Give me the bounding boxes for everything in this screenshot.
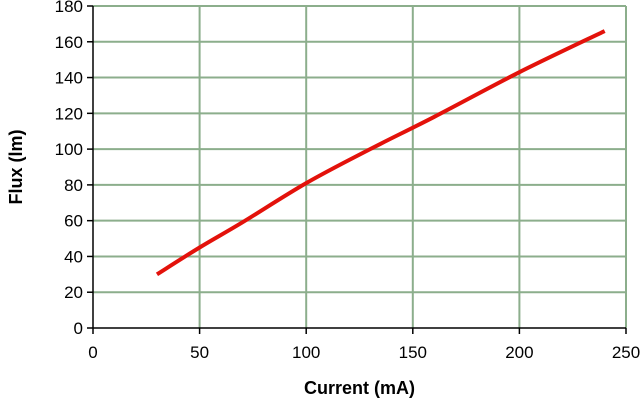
x-tick-label: 50 <box>190 343 209 362</box>
x-axis-title: Current (mA) <box>304 378 415 398</box>
grid <box>93 5 627 328</box>
y-tick-label: 100 <box>55 140 83 159</box>
y-tick-label: 120 <box>55 104 83 123</box>
y-tick-label: 60 <box>64 212 83 231</box>
y-tick-label: 40 <box>64 247 83 266</box>
flux-series-line <box>155 29 606 277</box>
x-tick-label: 100 <box>292 343 320 362</box>
series-layer <box>155 29 606 277</box>
y-tick-label: 20 <box>64 283 83 302</box>
y-tick-label: 0 <box>74 319 83 338</box>
x-tick-label: 150 <box>399 343 427 362</box>
y-tick-label: 140 <box>55 69 83 88</box>
x-tick-label: 250 <box>612 343 640 362</box>
y-axis-title: Flux (lm) <box>6 129 26 204</box>
y-tick-label: 180 <box>55 0 83 16</box>
tick-labels: 0 20 40 60 80 100 120 140 160 180 0 50 100 150 200 250 <box>55 0 641 362</box>
axes <box>87 5 627 334</box>
x-tick-label: 0 <box>88 343 97 362</box>
y-tick-label: 160 <box>55 33 83 52</box>
y-tick-label: 80 <box>64 176 83 195</box>
x-tick-label: 200 <box>505 343 533 362</box>
